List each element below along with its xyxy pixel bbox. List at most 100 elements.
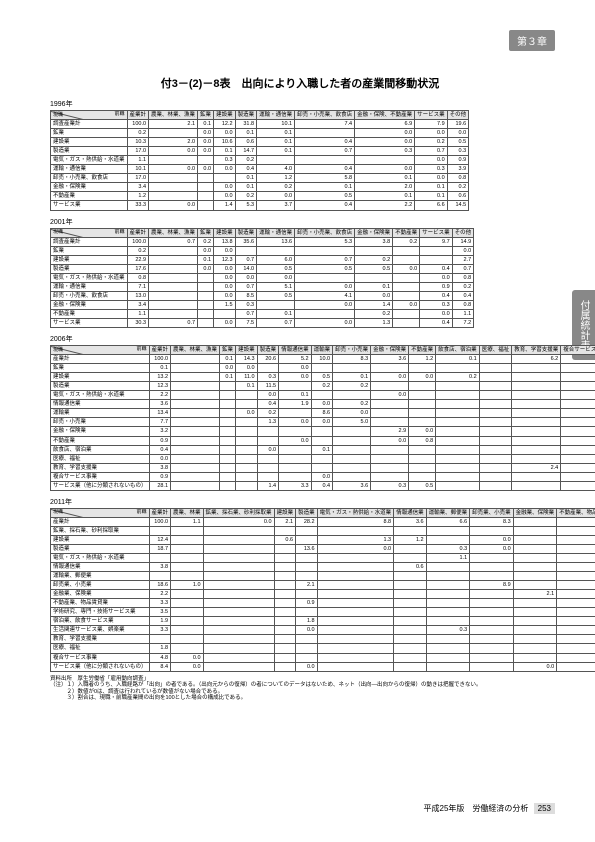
column-header: 医療、福祉 [479,346,512,355]
data-cell: 13.4 [149,409,171,418]
data-cell [279,409,312,418]
table-row: 建設業22.90.112.30.76.00.70.22.7 [51,255,474,264]
data-cell: 0.4 [452,291,474,300]
data-cell: 0.0 [447,129,469,138]
data-cell [295,273,355,282]
data-cell: 0.1 [436,355,480,364]
data-cell [561,364,595,373]
data-cell: 0.0 [420,273,453,282]
data-cell: 8.3 [470,517,514,526]
data-cell [149,635,171,644]
row-label: 生活関連サービス業、娯楽業 [51,626,150,635]
data-cell [393,309,420,318]
table-row: 製造業17.00.00.00.114.70.10.70.30.70.3 [51,147,469,156]
data-cell [409,454,436,463]
data-cell [355,156,415,165]
data-cell: 7.9 [415,120,448,129]
data-cell [149,291,198,300]
data-cell [171,599,204,608]
row-label: 情報通信業 [51,400,150,409]
data-cell: 11.5 [257,382,279,391]
table-row: 運輸・通信業10.10.00.00.00.44.00.40.00.33.9 [51,165,469,174]
data-cell [317,572,394,581]
data-cell [371,445,409,454]
data-cell: 0.7 [235,282,257,291]
table-row: 建設業13.20.111.00.30.00.50.10.00.00.20.10.… [51,373,595,382]
data-cell: 28.2 [296,517,318,526]
data-cell [561,454,595,463]
data-cell: 3.6 [333,481,371,490]
data-cell: 3.5 [149,608,171,617]
row-label: 宿泊業、飲食サービス業 [51,617,150,626]
data-cell: 0.1 [355,192,415,201]
data-cell: 0.1 [220,355,236,364]
data-cell [295,156,355,165]
data-cell: 0.0 [393,264,420,273]
data-cell [512,400,561,409]
data-cell: 3.4 [127,183,149,192]
data-cell [479,427,512,436]
row-label: 医療、福祉 [51,644,150,653]
data-cell [371,472,409,481]
data-cell [149,526,171,535]
data-cell: 1.2 [409,355,436,364]
data-cell [409,409,436,418]
data-cell [203,635,274,644]
data-cell: 0.6 [394,563,427,572]
data-cell: 0.1 [279,391,312,400]
data-cell: 0.1 [198,255,214,264]
diagonal-header: 前職現職 [51,346,150,355]
data-cell [394,635,427,644]
data-cell [561,427,595,436]
row-label: 産業計 [51,517,150,526]
table-row: 卸売業、小売業18.61.02.18.90.11.40.1 [51,581,595,590]
data-cell: 33.3 [127,201,149,210]
data-cell: 0.0 [149,454,171,463]
table-row: 電気・ガス・熱供給・水道業2.20.00.10.00.11.7 [51,391,595,400]
data-cell [436,364,480,373]
data-cell: 1.1 [127,309,149,318]
data-cell [257,364,279,373]
data-cell [198,273,214,282]
data-cell: 7.1 [127,282,149,291]
data-cell: 0.2 [198,237,214,246]
data-cell: 1.1 [452,309,474,318]
data-cell: 3.8 [149,563,171,572]
data-table: 前職現職産業計農業、林業、漁業鉱業建設業製造業運輸・通信業卸売・小売業、飲食店金… [50,110,469,211]
data-cell [149,174,198,183]
data-cell [236,400,258,409]
column-header: 鉱業、採石業、砂利採取業 [203,508,274,517]
data-cell: 2.1 [274,517,296,526]
data-cell: 30.3 [127,318,149,327]
data-cell [317,608,394,617]
data-cell: 0.0 [214,129,236,138]
data-cell: 5.3 [295,237,355,246]
data-cell [311,364,333,373]
table-row: 運輸業13.40.00.28.60.00.04.5 [51,409,595,418]
data-cell [295,129,355,138]
row-label: 運輸業、郵便業 [51,572,150,581]
row-label: 産業計 [51,355,150,364]
data-cell: 0.4 [420,291,453,300]
data-cell [317,617,394,626]
data-cell [513,644,557,653]
data-cell: 0.0 [415,129,448,138]
data-cell: 1.9 [279,400,312,409]
data-cell [557,653,595,662]
data-cell [512,481,561,490]
data-cell [236,454,258,463]
data-cell: 0.1 [149,364,171,373]
data-cell: 6.0 [257,255,295,264]
data-cell: 0.3 [355,147,415,156]
row-label: サービス業（他に分類されないもの） [51,662,150,671]
table-row: サービス業33.30.01.45.33.70.42.26.614.5 [51,201,469,210]
data-cell [479,445,512,454]
data-cell [333,436,371,445]
page-number: 253 [534,803,555,814]
data-cell [409,472,436,481]
column-header: 農業、林業、漁業 [149,228,198,237]
data-cell: 3.8 [355,237,393,246]
data-cell [274,563,296,572]
data-cell [149,255,198,264]
data-cell: 17.6 [127,264,149,273]
